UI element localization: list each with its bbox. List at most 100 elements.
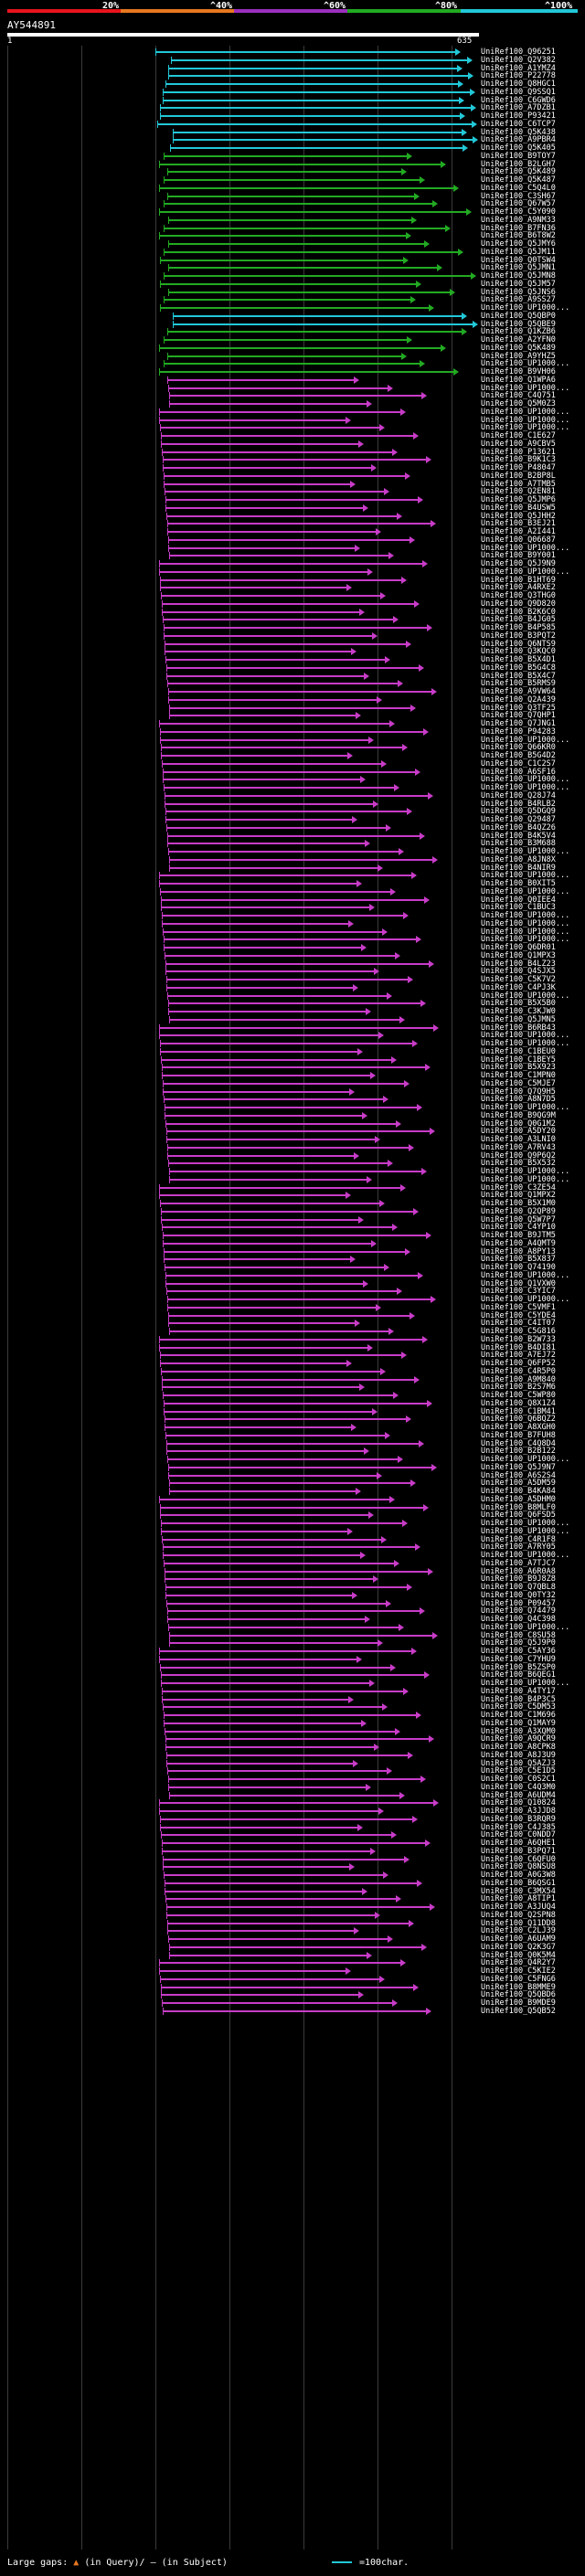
hit-label[interactable]: UniRef100_A9M840 bbox=[481, 1374, 556, 1384]
hit-row[interactable]: UniRef100_B2W733 bbox=[0, 1335, 585, 1344]
hit-row[interactable]: UniRef100_UP1000... bbox=[0, 1031, 585, 1040]
hit-label[interactable]: UniRef100_Q5JM57 bbox=[481, 279, 556, 289]
hit-label[interactable]: UniRef100_P13621 bbox=[481, 447, 556, 457]
hit-row[interactable]: UniRef100_A3JUQ4 bbox=[0, 1903, 585, 1912]
hit-label[interactable]: UniRef100_Q6DR01 bbox=[481, 943, 556, 952]
hit-label[interactable]: UniRef100_B5X5B0 bbox=[481, 999, 556, 1009]
hit-row[interactable]: UniRef100_UP1000... bbox=[0, 1175, 585, 1184]
hit-row[interactable]: UniRef100_B4P3C5 bbox=[0, 1695, 585, 1704]
hit-row[interactable]: UniRef100_UP1000... bbox=[0, 847, 585, 856]
hit-row[interactable]: UniRef100_C1BM41 bbox=[0, 1407, 585, 1416]
hit-row[interactable]: UniRef100_C5FNG6 bbox=[0, 1975, 585, 1984]
hit-row[interactable]: UniRef100_C1BUC3 bbox=[0, 903, 585, 912]
hit-label[interactable]: UniRef100_Q2A439 bbox=[481, 694, 556, 705]
hit-row[interactable]: UniRef100_UP1000... bbox=[0, 871, 585, 880]
hit-label[interactable]: UniRef100_C1MPN0 bbox=[481, 1071, 556, 1080]
hit-row[interactable]: UniRef100_UP1000... bbox=[0, 1519, 585, 1528]
hit-row[interactable]: UniRef100_UP1000... bbox=[0, 775, 585, 784]
hit-row[interactable]: UniRef100_Q2QP89 bbox=[0, 1207, 585, 1216]
hit-label[interactable]: UniRef100_UP1000... bbox=[481, 415, 570, 425]
hit-row[interactable]: UniRef100_Q4C398 bbox=[0, 1615, 585, 1624]
hit-label[interactable]: UniRef100_B5ZSP0 bbox=[481, 1662, 556, 1672]
hit-label[interactable]: UniRef100_A7DZB1 bbox=[481, 103, 556, 113]
hit-label[interactable]: UniRef100_UP1000... bbox=[481, 567, 570, 577]
hit-label[interactable]: UniRef100_B5X4C7 bbox=[481, 671, 556, 681]
hit-row[interactable]: UniRef100_A9VW64 bbox=[0, 687, 585, 696]
hit-label[interactable]: UniRef100_UP1000... bbox=[481, 1679, 570, 1688]
hit-row[interactable]: UniRef100_A9SS27 bbox=[0, 295, 585, 304]
hit-label[interactable]: UniRef100_Q67W57 bbox=[481, 199, 556, 209]
hit-row[interactable]: UniRef100_B9K1C3 bbox=[0, 455, 585, 464]
hit-label[interactable]: UniRef100_B6QSG1 bbox=[481, 1878, 556, 1888]
hit-label[interactable]: UniRef100_UP1000... bbox=[481, 871, 570, 881]
hit-label[interactable]: UniRef100_B3PQ71 bbox=[481, 1846, 556, 1856]
hit-row[interactable]: UniRef100_B9MDE9 bbox=[0, 1998, 585, 2008]
hit-row[interactable]: UniRef100_P09457 bbox=[0, 1599, 585, 1608]
hit-row[interactable]: UniRef100_UP1000... bbox=[0, 1271, 585, 1280]
hit-label[interactable]: UniRef100_A2I441 bbox=[481, 527, 556, 536]
hit-label[interactable]: UniRef100_C3KJW0 bbox=[481, 1007, 556, 1016]
hit-label[interactable]: UniRef100_Q5J9P0 bbox=[481, 1638, 556, 1648]
hit-label[interactable]: UniRef100_UP1000... bbox=[481, 543, 570, 553]
hit-row[interactable]: UniRef100_B5X1M0 bbox=[0, 1199, 585, 1208]
hit-label[interactable]: UniRef100_UP1000... bbox=[481, 918, 570, 928]
hit-row[interactable]: UniRef100_UP1000... bbox=[0, 991, 585, 1001]
hit-row[interactable]: UniRef100_C5YDE4 bbox=[0, 1311, 585, 1320]
hit-row[interactable]: UniRef100_Q5K487 bbox=[0, 175, 585, 185]
hit-row[interactable]: UniRef100_A4RXE2 bbox=[0, 583, 585, 592]
hit-label[interactable]: UniRef100_C5DM53 bbox=[481, 1702, 556, 1712]
hit-label[interactable]: UniRef100_UP1000... bbox=[481, 775, 570, 785]
hit-row[interactable]: UniRef100_B2B122 bbox=[0, 1447, 585, 1456]
hit-label[interactable]: UniRef100_C4Q8D4 bbox=[481, 1438, 556, 1448]
hit-label[interactable]: UniRef100_UP1000... bbox=[481, 1103, 570, 1112]
hit-label[interactable]: UniRef100_Q9SSQ1 bbox=[481, 87, 556, 97]
hit-label[interactable]: UniRef100_C3YIC7 bbox=[481, 1287, 556, 1297]
hit-row[interactable]: UniRef100_C5MJE7 bbox=[0, 1079, 585, 1088]
hit-row[interactable]: UniRef100_B4USW5 bbox=[0, 504, 585, 513]
hit-label[interactable]: UniRef100_Q6BQZ2 bbox=[481, 1415, 556, 1425]
hit-label[interactable]: UniRef100_B0XIT5 bbox=[481, 879, 556, 888]
hit-row[interactable]: UniRef100_C6QFU0 bbox=[0, 1855, 585, 1864]
hit-row[interactable]: UniRef100_Q6FSD5 bbox=[0, 1511, 585, 1520]
hit-row[interactable]: UniRef100_B6T8W2 bbox=[0, 231, 585, 240]
hit-row[interactable]: UniRef100_A0G3W8 bbox=[0, 1871, 585, 1880]
hit-label[interactable]: UniRef100_Q5JMN5 bbox=[481, 1014, 556, 1024]
hit-row[interactable]: UniRef100_C5KIE2 bbox=[0, 1966, 585, 1976]
hit-row[interactable]: UniRef100_Q5JHH2 bbox=[0, 512, 585, 521]
hit-label[interactable]: UniRef100_A6SF16 bbox=[481, 767, 556, 777]
hit-row[interactable]: UniRef100_A5DHM0 bbox=[0, 1495, 585, 1504]
hit-label[interactable]: UniRef100_Q2V382 bbox=[481, 55, 556, 65]
hit-label[interactable]: UniRef100_C5YDE4 bbox=[481, 1310, 556, 1320]
hit-label[interactable]: UniRef100_C4J385 bbox=[481, 1822, 556, 1832]
hit-label[interactable]: UniRef100_C4R5P0 bbox=[481, 1366, 556, 1376]
hit-label[interactable]: UniRef100_Q5K487 bbox=[481, 175, 556, 185]
hit-label[interactable]: UniRef100_Q96251 bbox=[481, 48, 556, 57]
hit-row[interactable]: UniRef100_A8PY13 bbox=[0, 1247, 585, 1256]
hit-row[interactable]: UniRef100_A5DY20 bbox=[0, 1127, 585, 1136]
hit-label[interactable]: UniRef100_B6T8W2 bbox=[481, 231, 556, 241]
hit-label[interactable]: UniRef100_Q2QP89 bbox=[481, 1206, 556, 1216]
hit-label[interactable]: UniRef100_Q5K489 bbox=[481, 343, 556, 353]
hit-label[interactable]: UniRef100_A3LNI0 bbox=[481, 1135, 556, 1144]
hit-label[interactable]: UniRef100_UP1000... bbox=[481, 1174, 570, 1184]
hit-row[interactable]: UniRef100_Q5JMY6 bbox=[0, 239, 585, 249]
hit-row[interactable]: UniRef100_B9J8Z8 bbox=[0, 1574, 585, 1584]
hit-row[interactable]: UniRef100_Q9P6Q2 bbox=[0, 1151, 585, 1161]
hit-label[interactable]: UniRef100_B4NIR9 bbox=[481, 863, 556, 873]
hit-label[interactable]: UniRef100_C3ZE54 bbox=[481, 1182, 556, 1193]
hit-row[interactable]: UniRef100_A3XQM0 bbox=[0, 1727, 585, 1736]
hit-label[interactable]: UniRef100_Q5K489 bbox=[481, 167, 556, 177]
hit-row[interactable]: UniRef100_Q28J74 bbox=[0, 791, 585, 800]
hit-label[interactable]: UniRef100_Q9D820 bbox=[481, 599, 556, 609]
hit-row[interactable]: UniRef100_B3RQR9 bbox=[0, 1815, 585, 1824]
hit-row[interactable]: UniRef100_C1M696 bbox=[0, 1711, 585, 1720]
hit-row[interactable]: UniRef100_Q5W7P7 bbox=[0, 1215, 585, 1224]
hit-label[interactable]: UniRef100_A7TMB5 bbox=[481, 479, 556, 489]
hit-row[interactable]: UniRef100_A3JJD8 bbox=[0, 1807, 585, 1816]
hit-row[interactable]: UniRef100_C1C2S7 bbox=[0, 759, 585, 769]
hit-label[interactable]: UniRef100_Q4C398 bbox=[481, 1615, 556, 1624]
hit-label[interactable]: UniRef100_A7RV43 bbox=[481, 1142, 556, 1152]
hit-row[interactable]: UniRef100_A9CBV5 bbox=[0, 440, 585, 449]
hit-row[interactable]: UniRef100_B6RB43 bbox=[0, 1023, 585, 1033]
hit-label[interactable]: UniRef100_C5AY36 bbox=[481, 1647, 556, 1656]
